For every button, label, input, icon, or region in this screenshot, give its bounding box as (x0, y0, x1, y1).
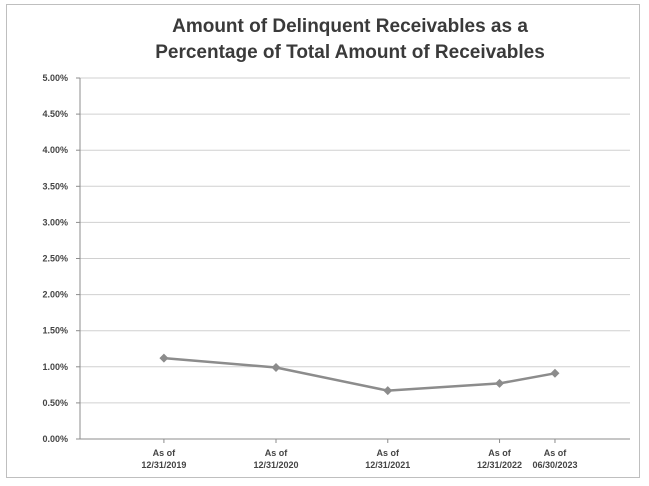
y-tick-label: 4.00% (42, 145, 68, 155)
series-line (163, 356, 556, 392)
data-point-marker (383, 386, 393, 396)
chart-title-line-1: Amount of Delinquent Receivables as a (172, 16, 528, 37)
y-axis-ticks: 0.00% 0.50% 1.00% 1.50% 2.00% 2.50% 3.00% 3.50%… (42, 73, 80, 444)
y-tick-label: 3.00% (42, 217, 68, 227)
y-tick-label: 2.00% (42, 290, 68, 300)
y-tick-label: 3.50% (42, 181, 68, 191)
y-tick-label: 1.50% (42, 326, 68, 336)
data-point-marker (550, 368, 560, 378)
data-point-marker (159, 353, 169, 363)
y-tick-label: 0.00% (42, 434, 68, 444)
x-tick-label: As of 06/30/2023 (532, 448, 577, 470)
x-tick-label: As of 12/31/2021 (365, 448, 410, 470)
y-tick-label: 2.50% (42, 254, 68, 264)
chart-frame (6, 4, 640, 478)
gridlines (80, 77, 630, 440)
chart-title-line-2: Percentage of Total Amount of Receivable… (155, 42, 545, 63)
y-tick-label: 5.00% (42, 73, 68, 83)
data-point-marker (271, 363, 281, 373)
axes (79, 78, 630, 443)
x-tick-label: As of 12/31/2022 (477, 448, 522, 470)
y-tick-label: 4.50% (42, 109, 68, 119)
y-tick-label: 1.00% (42, 362, 68, 372)
data-point-marker (495, 378, 505, 388)
x-tick-label: As of 12/31/2020 (253, 448, 298, 470)
y-tick-label: 0.50% (42, 398, 68, 408)
chart-title: Amount of Delinquent Receivables as a Pe… (90, 14, 610, 66)
x-tick-label: As of 12/31/2019 (141, 448, 186, 470)
series-group (159, 353, 560, 396)
x-axis-labels: As of 12/31/2019 As of 12/31/2020 As of 12/31… (141, 448, 577, 470)
